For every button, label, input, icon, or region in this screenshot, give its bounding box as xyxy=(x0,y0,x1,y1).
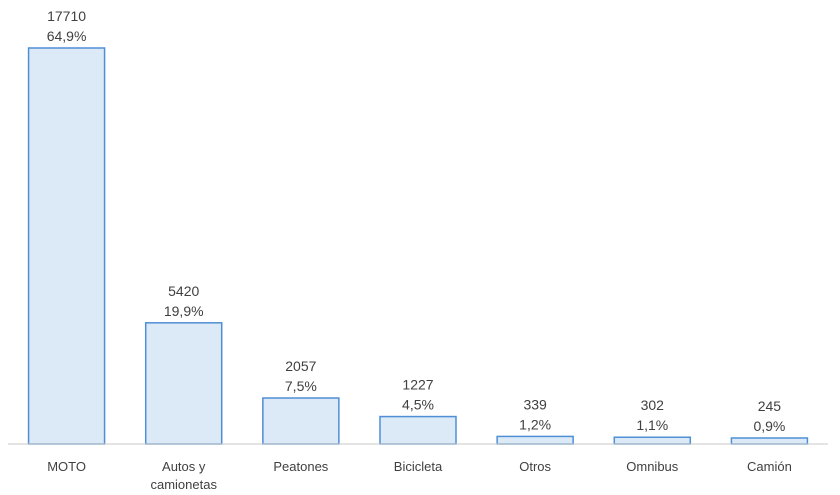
value-label-otros: 339 xyxy=(523,396,547,412)
category-label-line: Peatones xyxy=(273,459,328,474)
percent-label-omnibus: 1,1% xyxy=(636,417,668,433)
category-label-bicicleta: Bicicleta xyxy=(394,459,443,474)
value-label-moto: 17710 xyxy=(47,8,86,24)
category-label-line: Bicicleta xyxy=(394,459,443,474)
value-label-omnibus: 302 xyxy=(641,397,665,413)
bar-moto xyxy=(27,47,106,445)
category-label-line: Omnibus xyxy=(626,459,679,474)
category-label-camion: Camión xyxy=(747,459,792,474)
bar-otros xyxy=(496,435,574,445)
percent-label-moto: 64,9% xyxy=(47,28,87,44)
value-label-autos-y-camionetas: 5420 xyxy=(168,283,199,299)
bar-autos-y-camionetas xyxy=(144,322,223,445)
percent-label-autos-y-camionetas: 19,9% xyxy=(164,303,204,319)
bar-peatones xyxy=(262,397,340,445)
bars-group xyxy=(27,47,809,445)
value-label-camion: 245 xyxy=(758,398,782,414)
category-label-line: MOTO xyxy=(47,459,86,474)
bar-omnibus xyxy=(613,436,692,445)
category-label-otros: Otros xyxy=(519,459,551,474)
value-label-peatones: 2057 xyxy=(285,358,316,374)
value-label-bicicleta: 1227 xyxy=(402,377,433,393)
category-label-omnibus: Omnibus xyxy=(626,459,679,474)
labels-group: 17710 64,9% MOTO 5420 19,9% Autos y camionetas… xyxy=(47,8,792,492)
percent-label-otros: 1,2% xyxy=(519,416,551,432)
bar-bicicleta xyxy=(379,415,457,445)
category-label-line: camionetas xyxy=(150,477,217,492)
category-label-line: Autos y xyxy=(162,459,206,474)
percent-label-bicicleta: 4,5% xyxy=(402,397,434,413)
category-label-line: Camión xyxy=(747,459,792,474)
category-label-autos-y-camionetas: Autos y camionetas xyxy=(150,459,217,492)
percent-label-camion: 0,9% xyxy=(753,418,785,434)
bar-camion xyxy=(730,437,809,445)
category-label-moto: MOTO xyxy=(47,459,86,474)
category-label-line: Otros xyxy=(519,459,551,474)
category-label-peatones: Peatones xyxy=(273,459,328,474)
percent-label-peatones: 7,5% xyxy=(285,378,317,394)
